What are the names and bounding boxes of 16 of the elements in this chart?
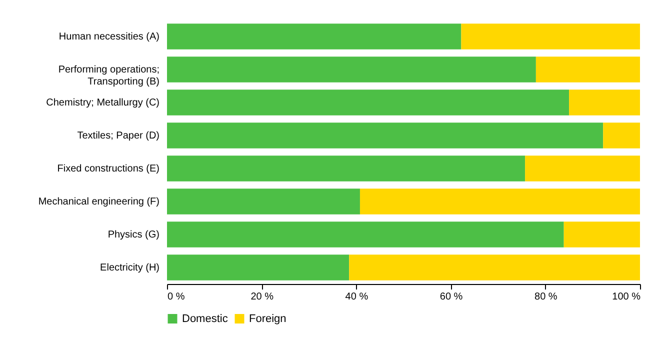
x-tick-label: 40 % xyxy=(345,292,368,302)
legend-label: Domestic xyxy=(182,312,228,325)
y-tick-label: Fixed constructions (E) xyxy=(57,164,160,174)
y-tick-label: Mechanical engineering (F) xyxy=(38,196,160,208)
y-tick-label: Textiles; Paper (D) xyxy=(77,130,160,142)
y-tick-label: Electricity (H) xyxy=(100,262,160,274)
x-tick-label: 80 % xyxy=(534,292,558,302)
x-tick-label: 0 % xyxy=(168,292,185,302)
x-tick-label: 100 % xyxy=(612,292,641,302)
legend-label: Foreign xyxy=(249,312,286,325)
y-tick-label: Chemistry; Metallurgy (C) xyxy=(46,98,160,108)
y-tick-label: Human necessities (A) xyxy=(58,32,160,42)
y-tick-label: Performing operations; Transporting (B) xyxy=(58,64,160,88)
x-tick-label: 60 % xyxy=(440,292,463,302)
x-tick-label: 20 % xyxy=(250,292,274,302)
y-tick-label: Physics (G) xyxy=(108,230,160,240)
